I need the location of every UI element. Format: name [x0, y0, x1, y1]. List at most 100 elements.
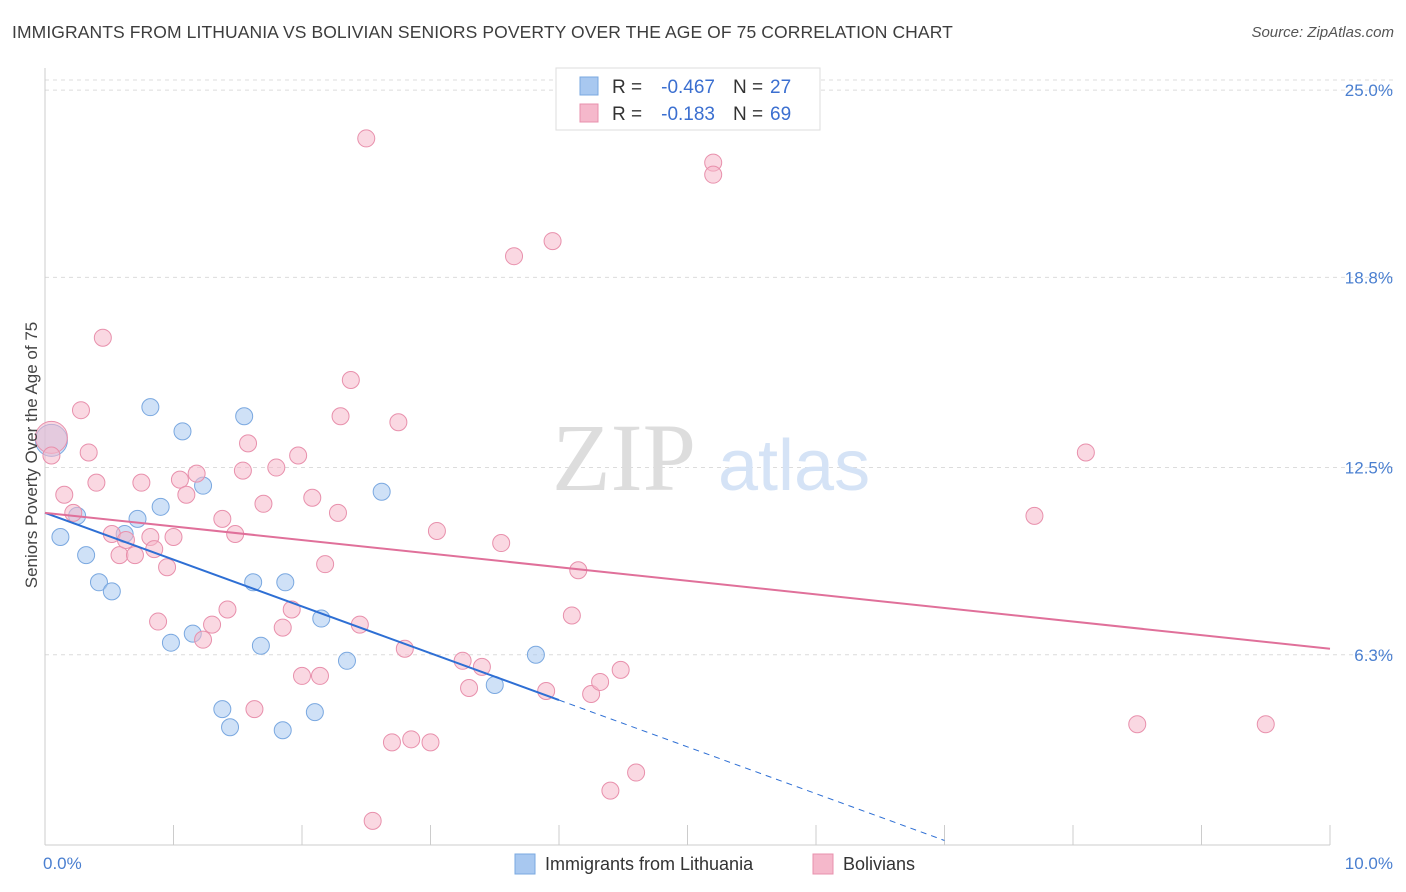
- legend-top-r-label-1: R =: [612, 104, 642, 125]
- point-bolivians-2: [55, 485, 74, 504]
- watermark-atlas: atlas: [718, 426, 870, 506]
- point-bolivians-26: [233, 461, 252, 480]
- point-bolivians-12: [132, 473, 151, 492]
- legend-top-r-value-0: -0.467: [661, 77, 715, 98]
- legend-top-box: [555, 67, 821, 131]
- point-bolivians-44: [382, 733, 401, 752]
- x-tick-label-1: 10.0%: [1345, 854, 1393, 873]
- point-lithuania-8: [141, 398, 160, 417]
- legend-top-n-value-1: 69: [770, 104, 791, 125]
- point-bolivians-38: [328, 503, 347, 522]
- point-bolivians-23: [213, 509, 232, 528]
- y-axis-label: Seniors Poverty Over the Age of 75: [22, 322, 41, 588]
- point-bolivians-55: [537, 682, 556, 701]
- legend-top-swatch-1: [579, 103, 599, 123]
- y-tick-label-2: 18.8%: [1345, 268, 1393, 287]
- point-bolivians-11: [125, 546, 144, 565]
- legend-top-n-value-0: 27: [770, 77, 791, 98]
- point-bolivians-5: [79, 443, 98, 462]
- point-bolivians-16: [158, 558, 177, 577]
- point-lithuania-7: [128, 509, 147, 528]
- point-bolivians-65: [704, 165, 723, 184]
- legend-top-r-value-1: -0.183: [661, 104, 715, 125]
- point-bolivians-68: [1128, 715, 1147, 734]
- x-tick-label-0: 0.0%: [43, 854, 82, 873]
- trend-line-bolivians: [44, 511, 1331, 650]
- legend-bottom-swatch-1: [812, 853, 834, 875]
- point-lithuania-19: [273, 721, 292, 740]
- point-bolivians-43: [363, 811, 382, 830]
- point-lithuania-26: [526, 645, 545, 664]
- legend-bottom-swatch-0: [514, 853, 536, 875]
- point-bolivians-60: [591, 672, 610, 691]
- point-bolivians-62: [611, 660, 630, 679]
- point-bolivians-54: [505, 247, 524, 266]
- legend-top: R = -0.467 N = 27 R = -0.183 N = 69: [555, 67, 821, 131]
- point-bolivians-18: [170, 470, 189, 489]
- point-bolivians-17: [164, 528, 183, 547]
- point-bolivians-49: [427, 521, 446, 540]
- point-lithuania-1: [51, 528, 70, 547]
- point-lithuania-5: [102, 582, 121, 601]
- point-bolivians-24: [218, 600, 237, 619]
- point-lithuania-10: [161, 633, 180, 652]
- point-bolivians-61: [601, 781, 620, 800]
- point-lithuania-16: [235, 407, 254, 426]
- point-bolivians-53: [492, 534, 511, 553]
- y-tick-label-1: 12.5%: [1345, 459, 1393, 478]
- point-bolivians-34: [293, 666, 311, 685]
- axes: [44, 68, 1331, 846]
- point-bolivians-22: [203, 615, 222, 634]
- point-lithuania-20: [276, 573, 295, 592]
- legend-top-n-label-1: N =: [733, 104, 763, 125]
- chart-title: IMMIGRANTS FROM LITHUANIA VS BOLIVIAN SE…: [12, 22, 953, 42]
- point-bolivians-69: [1256, 715, 1275, 734]
- point-lithuania-14: [213, 700, 232, 719]
- trend-lines: [44, 511, 1331, 841]
- watermark: ZIP atlas: [552, 404, 870, 511]
- point-bolivians-57: [562, 606, 581, 625]
- point-bolivians-40: [341, 370, 360, 389]
- point-bolivians-42: [357, 129, 376, 148]
- point-bolivians-48: [421, 733, 440, 752]
- point-lithuania-24: [372, 482, 391, 501]
- point-bolivians-28: [245, 700, 264, 719]
- point-bolivians-47: [402, 730, 421, 749]
- legend-top-swatch-0: [579, 76, 599, 96]
- y-tick-label-0: 6.3%: [1354, 646, 1393, 665]
- point-bolivians-66: [1025, 506, 1044, 525]
- point-bolivians-67: [1076, 443, 1095, 462]
- point-lithuania-9: [151, 497, 170, 516]
- point-bolivians-27: [239, 434, 258, 453]
- point-bolivians-9: [110, 546, 129, 565]
- y-tick-label-3: 25.0%: [1345, 81, 1393, 100]
- point-lithuania-21: [305, 703, 324, 722]
- point-bolivians-63: [627, 763, 646, 782]
- point-bolivians-6: [87, 473, 106, 492]
- point-bolivians-4: [71, 401, 90, 420]
- trend-line-lithuania-extension: [558, 699, 945, 841]
- legend-top-n-label-0: N =: [733, 77, 763, 98]
- point-bolivians-45: [389, 413, 408, 432]
- point-lithuania-18: [251, 636, 270, 655]
- point-bolivians-36: [310, 666, 329, 685]
- legend-top-r-label-0: R =: [612, 77, 642, 98]
- y-tick-labels: 6.3% 12.5% 18.8% 25.0%: [1345, 81, 1393, 665]
- legend-bottom-label-0: Immigrants from Lithuania: [545, 854, 754, 874]
- trend-line-lithuania: [44, 511, 560, 702]
- chart-source: Source: ZipAtlas.com: [1251, 24, 1394, 41]
- point-bolivians-56: [543, 232, 562, 251]
- point-bolivians-59: [582, 685, 601, 704]
- watermark-zip: ZIP: [552, 404, 696, 511]
- point-bolivians-31: [273, 618, 292, 637]
- legend-bottom: Immigrants from Lithuania Bolivians: [514, 853, 915, 875]
- legend-bottom-label-1: Bolivians: [843, 854, 915, 874]
- point-bolivians-1: [42, 446, 61, 465]
- point-bolivians-7: [93, 328, 112, 347]
- point-bolivians-30: [267, 458, 286, 477]
- point-lithuania-11: [173, 422, 192, 441]
- point-bolivians-51: [460, 678, 479, 697]
- point-lithuania-23: [337, 651, 356, 670]
- x-tick-labels: 0.0% 10.0%: [43, 854, 1393, 873]
